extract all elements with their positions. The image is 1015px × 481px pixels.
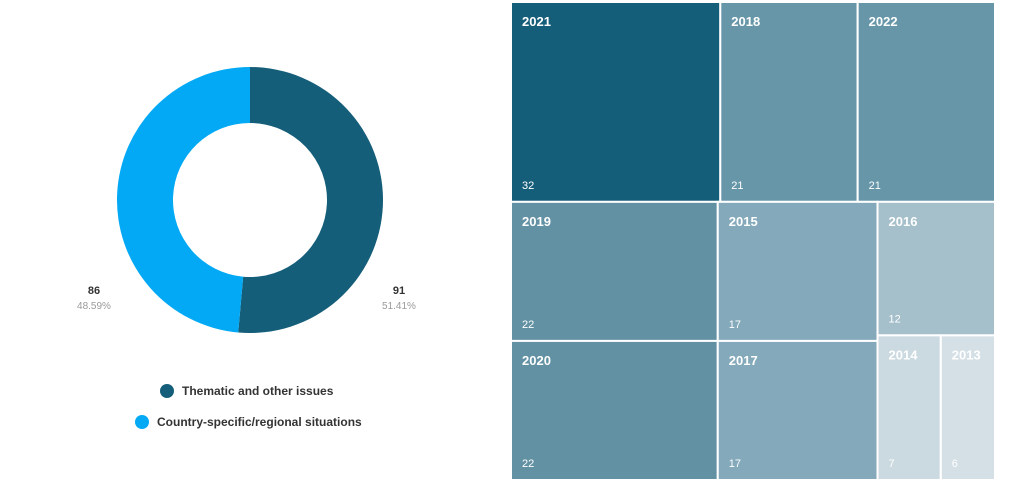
treemap-rect-2017 — [716, 339, 879, 481]
treemap-rect-2018 — [719, 1, 859, 203]
treemap-rect-2015 — [716, 200, 879, 342]
treemap-tile-value-2018: 21 — [731, 180, 743, 192]
legend-swatch-thematic — [160, 384, 174, 398]
treemap-tile-label-2019: 2019 — [522, 214, 551, 229]
treemap-tile-2022[interactable]: 2022 21 — [856, 1, 996, 203]
treemap-rect-2014 — [876, 334, 942, 481]
legend-item-thematic[interactable]: Thematic and other issues — [160, 384, 334, 398]
treemap-tile-label-2013: 2013 — [952, 347, 981, 362]
legend-item-country[interactable]: Country-specific/regional situations — [135, 415, 362, 429]
treemap-tile-value-2017: 17 — [729, 458, 741, 470]
treemap-tile-value-2019: 22 — [522, 319, 534, 331]
treemap-tile-label-2014: 2014 — [889, 347, 919, 362]
treemap-tile-value-2013: 6 — [952, 458, 958, 470]
treemap-tile-value-2021: 32 — [522, 180, 534, 192]
treemap-rect-2019 — [510, 200, 719, 342]
donut-chart: 91 51.41% 86 48.59% Thematic and other i… — [77, 67, 416, 429]
treemap-tile-2018[interactable]: 2018 21 — [719, 1, 859, 203]
treemap-tile-value-2022: 21 — [869, 180, 881, 192]
treemap-tile-2013[interactable]: 2013 6 — [939, 334, 997, 481]
treemap-rect-2013 — [939, 334, 997, 481]
slice-value-label-country: 86 — [88, 285, 100, 297]
legend-label-country: Country-specific/regional situations — [157, 415, 362, 429]
treemap-tile-value-2015: 17 — [729, 319, 741, 331]
treemap-tile-2014[interactable]: 2014 7 — [876, 334, 942, 481]
treemap-rect-2020 — [510, 339, 719, 481]
slice-percent-label-country: 48.59% — [77, 301, 111, 312]
legend-swatch-country — [135, 415, 149, 429]
treemap-tile-2016[interactable]: 2016 12 — [876, 200, 997, 337]
treemap-tile-label-2017: 2017 — [729, 353, 758, 368]
treemap-tile-2019[interactable]: 2019 22 — [510, 200, 719, 342]
treemap-tile-label-2015: 2015 — [729, 214, 758, 229]
treemap-tile-label-2022: 2022 — [869, 14, 898, 29]
treemap-tile-value-2020: 22 — [522, 458, 534, 470]
treemap-tile-label-2018: 2018 — [731, 14, 760, 29]
treemap-tile-2021[interactable]: 2021 32 — [510, 1, 722, 203]
donut-slice-country[interactable] — [117, 67, 250, 333]
treemap-tile-2015[interactable]: 2015 17 — [716, 200, 879, 342]
treemap-tile-value-2016: 12 — [889, 313, 901, 325]
treemap-tiles: 2021 32 2018 21 2022 21 2019 22 2015 17 2016 12 2020… — [510, 1, 997, 481]
slice-value-label-thematic: 91 — [393, 285, 405, 297]
treemap-tile-2020[interactable]: 2020 22 — [510, 339, 719, 481]
legend: Thematic and other issues Country-specif… — [135, 384, 362, 429]
treemap-tile-label-2020: 2020 — [522, 353, 551, 368]
treemap-tile-label-2016: 2016 — [889, 214, 918, 229]
treemap-tile-value-2014: 7 — [889, 458, 895, 470]
treemap-tile-2017[interactable]: 2017 17 — [716, 339, 879, 481]
treemap-tile-label-2021: 2021 — [522, 14, 551, 29]
donut-slices — [117, 67, 384, 333]
treemap-rect-2022 — [856, 1, 996, 203]
treemap-rect-2016 — [876, 200, 997, 337]
treemap-rect-2021 — [510, 1, 722, 203]
slice-percent-label-thematic: 51.41% — [382, 301, 416, 312]
donut-slice-thematic[interactable] — [238, 67, 384, 333]
legend-label-thematic: Thematic and other issues — [182, 384, 334, 398]
